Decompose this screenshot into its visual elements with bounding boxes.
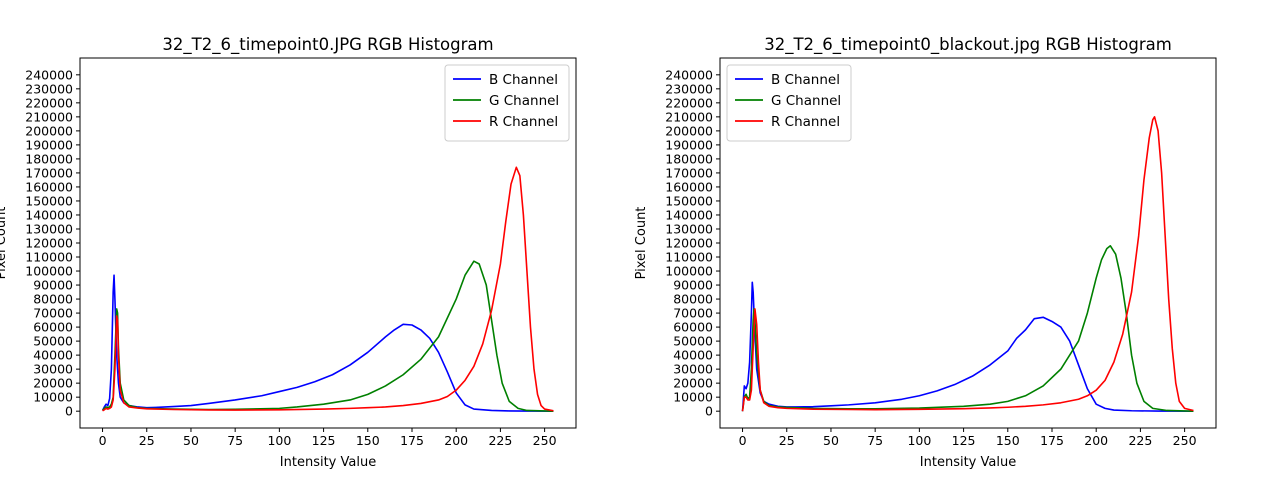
y-tick-label: 50000 — [33, 334, 73, 349]
legend-entry-label: R Channel — [489, 114, 558, 130]
y-tick-label: 230000 — [25, 81, 73, 96]
x-tick-label: 150 — [356, 433, 380, 448]
y-tick-label: 70000 — [673, 306, 713, 321]
y-tick-label: 60000 — [673, 320, 713, 335]
y-tick-label: 120000 — [25, 236, 73, 251]
x-tick-label: 250 — [533, 433, 557, 448]
x-tick-label: 75 — [867, 433, 883, 448]
x-tick-label: 75 — [227, 433, 243, 448]
left-histogram-chart: 0 25 50 75 100 125 150 175 200 225 250010000200003… — [0, 35, 577, 470]
x-tick-label: 200 — [1084, 433, 1108, 448]
chart-title: 32_T2_6_timepoint0_blackout.jpg RGB Hist… — [764, 35, 1172, 55]
x-tick-label: 100 — [267, 433, 291, 448]
x-tick-label: 0 — [739, 433, 747, 448]
y-tick-label: 140000 — [25, 207, 73, 222]
y-tick-label: 180000 — [25, 151, 73, 166]
y-tick-label: 170000 — [665, 165, 713, 180]
x-tick-label: 25 — [779, 433, 795, 448]
y-tick-label: 120000 — [665, 236, 713, 251]
y-tick-label: 90000 — [673, 278, 713, 293]
y-axis-label: Pixel Count — [634, 207, 649, 280]
y-tick-label: 10000 — [673, 390, 713, 405]
y-tick-label: 230000 — [665, 81, 713, 96]
y-tick-label: 90000 — [33, 278, 73, 293]
chart-title: 32_T2_6_timepoint0.JPG RGB Histogram — [162, 35, 493, 55]
x-tick-label: 200 — [444, 433, 468, 448]
y-tick-label: 150000 — [665, 193, 713, 208]
series-line-b-channel — [741, 281, 1194, 412]
x-tick-label: 25 — [139, 433, 155, 448]
y-tick-label: 210000 — [665, 109, 713, 124]
x-axis-label: Intensity Value — [920, 455, 1016, 470]
y-tick-label: 220000 — [25, 95, 73, 110]
y-tick-label: 160000 — [665, 179, 713, 194]
legend-entry-label: B Channel — [489, 72, 558, 88]
y-tick-label: 30000 — [673, 362, 713, 377]
x-tick-label: 0 — [99, 433, 107, 448]
y-tick-label: 80000 — [33, 292, 73, 307]
y-tick-label: 240000 — [665, 67, 713, 82]
y-tick-label: 10000 — [33, 390, 73, 405]
x-tick-label: 150 — [996, 433, 1020, 448]
x-tick-label: 50 — [183, 433, 199, 448]
x-tick-label: 100 — [907, 433, 931, 448]
y-tick-label: 0 — [65, 404, 73, 419]
legend-box — [726, 64, 852, 142]
y-tick-label: 30000 — [33, 362, 73, 377]
y-tick-label: 190000 — [665, 137, 713, 152]
y-tick-label: 20000 — [673, 376, 713, 391]
x-tick-label: 250 — [1173, 433, 1197, 448]
y-tick-label: 200000 — [25, 123, 73, 138]
y-tick-label: 240000 — [25, 67, 73, 82]
y-tick-label: 60000 — [33, 320, 73, 335]
y-tick-label: 170000 — [25, 165, 73, 180]
y-tick-label: 190000 — [25, 137, 73, 152]
x-tick-label: 50 — [823, 433, 839, 448]
y-tick-label: 110000 — [665, 250, 713, 265]
x-tick-label: 225 — [1128, 433, 1152, 448]
x-tick-label: 125 — [952, 433, 976, 448]
x-tick-label: 225 — [488, 433, 512, 448]
y-tick-label: 70000 — [33, 306, 73, 321]
legend-box — [444, 64, 570, 142]
y-tick-label: 150000 — [25, 193, 73, 208]
y-tick-label: 180000 — [665, 151, 713, 166]
y-tick-label: 160000 — [25, 179, 73, 194]
y-tick-label: 20000 — [33, 376, 73, 391]
y-tick-label: 140000 — [665, 207, 713, 222]
y-tick-label: 130000 — [665, 221, 713, 236]
x-axis-label: Intensity Value — [280, 455, 376, 470]
y-tick-label: 220000 — [665, 95, 713, 110]
series-line-r-channel — [741, 116, 1194, 412]
y-tick-label: 100000 — [665, 264, 713, 279]
y-tick-label: 40000 — [33, 348, 73, 363]
series-line-r-channel — [102, 166, 554, 412]
series-line-b-channel — [101, 274, 554, 412]
legend: B Channel G Channel R Channel — [726, 64, 852, 142]
y-tick-label: 40000 — [673, 348, 713, 363]
x-tick-label: 175 — [400, 433, 424, 448]
legend-entry-label: B Channel — [771, 72, 840, 88]
y-tick-label: 0 — [705, 404, 713, 419]
series-line-g-channel — [741, 245, 1194, 412]
y-tick-label: 50000 — [673, 334, 713, 349]
legend-entry-label: R Channel — [771, 114, 840, 130]
right-histogram-chart: 0 25 50 75 100 125 150 175 200 225 250010000200003… — [634, 35, 1217, 470]
x-tick-label: 125 — [312, 433, 336, 448]
y-tick-label: 110000 — [25, 250, 73, 265]
y-tick-label: 200000 — [665, 123, 713, 138]
y-tick-label: 130000 — [25, 221, 73, 236]
y-axis-label: Pixel Count — [0, 207, 9, 280]
y-tick-label: 210000 — [25, 109, 73, 124]
legend: B Channel G Channel R Channel — [444, 64, 570, 142]
legend-entry-label: G Channel — [771, 93, 841, 109]
x-tick-label: 175 — [1040, 433, 1064, 448]
legend-entry-label: G Channel — [489, 93, 559, 109]
y-tick-label: 100000 — [25, 264, 73, 279]
y-tick-label: 80000 — [673, 292, 713, 307]
